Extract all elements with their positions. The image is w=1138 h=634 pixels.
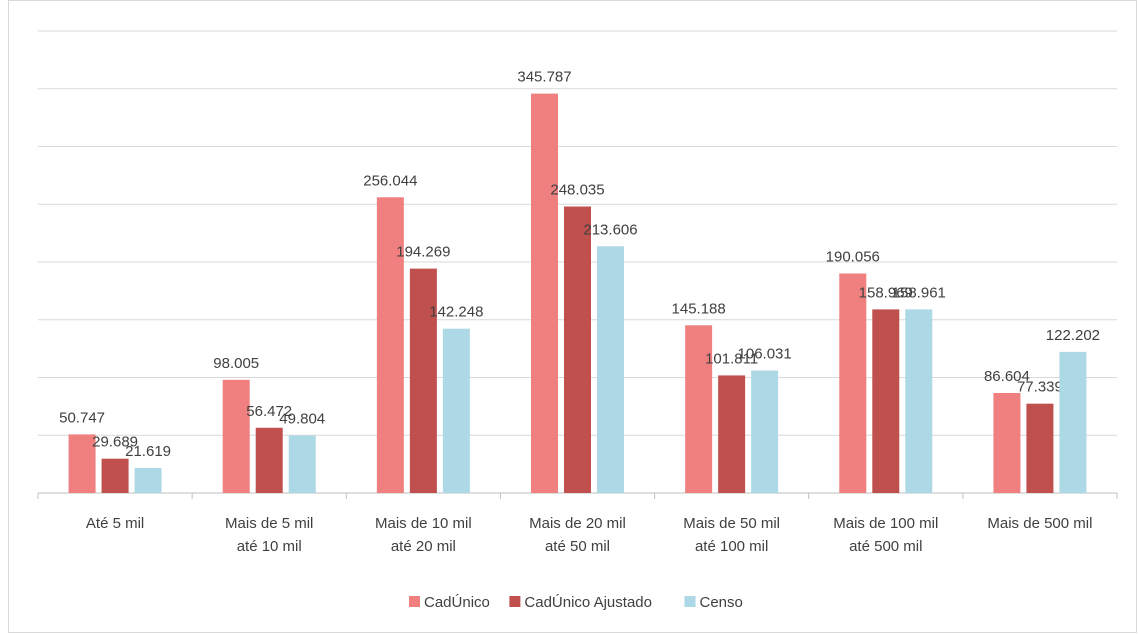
bar (718, 375, 746, 493)
value-label: 106.031 (738, 346, 792, 363)
x-tick-label-line: Mais de 10 mil (375, 515, 472, 532)
bar (839, 273, 867, 493)
value-label: 158.961 (892, 284, 946, 301)
bar (751, 370, 779, 493)
legend-label: Censo (700, 594, 743, 611)
value-label: 86.604 (984, 368, 1030, 385)
value-label: 50.747 (59, 409, 105, 426)
x-tick-label-line: até 10 mil (237, 538, 302, 555)
value-label: 49.804 (279, 410, 325, 427)
x-tick-label: Mais de 50 mil até 100 mil (683, 515, 780, 555)
value-label: 194.269 (396, 244, 450, 261)
x-tick-label-line: Mais de 5 mil (225, 515, 313, 532)
x-tick-label: Mais de 20 mil até 50 mil (529, 515, 626, 555)
legend-swatch (509, 596, 521, 607)
bar (409, 268, 437, 493)
legend-swatch (684, 596, 696, 607)
value-label: 98.005 (213, 355, 259, 372)
x-tick-label-line: até 20 mil (391, 538, 456, 555)
value-label: 248.035 (550, 182, 604, 199)
x-tick-label-line: Mais de 50 mil (683, 515, 780, 532)
x-tick-label-line: Até 5 mil (86, 515, 144, 532)
value-label: 21.619 (125, 443, 171, 460)
value-label: 56.472 (246, 403, 292, 420)
bar (597, 246, 624, 493)
bar (685, 325, 713, 493)
value-label: 145.188 (672, 300, 726, 317)
value-label: 345.787 (517, 69, 571, 86)
legend-label: CadÚnico Ajustado (524, 594, 652, 611)
value-label: 29.689 (92, 434, 138, 451)
value-label: 190.056 (826, 248, 880, 265)
bar (872, 309, 900, 493)
x-tick-label-line: até 50 mil (545, 538, 610, 555)
x-tick-label: Até 5 mil (86, 515, 144, 532)
value-label: 256.044 (363, 172, 417, 189)
value-label: 213.606 (583, 221, 637, 238)
x-tick-label: Mais de 5 mil até 10 mil (225, 515, 313, 555)
x-tick-label-line: até 100 mil (695, 538, 768, 555)
bar (288, 435, 316, 493)
value-label: 101.811 (705, 350, 758, 367)
bar (68, 434, 96, 493)
bar (531, 93, 558, 493)
bar (442, 328, 470, 493)
bar (564, 206, 591, 493)
x-tick-label-line: Mais de 20 mil (529, 515, 626, 532)
x-tick-label: Mais de 10 mil até 20 mil (375, 515, 472, 555)
bar (1026, 403, 1054, 493)
x-tick-label-line: Mais de 100 mil (833, 515, 938, 532)
value-label: 77.339 (1017, 379, 1063, 396)
value-label: 158.969 (859, 284, 913, 301)
value-label: 122.202 (1046, 327, 1100, 344)
legend-label: CadÚnico (424, 594, 490, 611)
bar (255, 427, 283, 493)
value-label: 142.248 (429, 304, 483, 321)
x-tick-label: Mais de 100 mil até 500 mil (833, 515, 938, 555)
bar (222, 379, 250, 493)
x-tick-label: Mais de 500 mil (987, 515, 1092, 532)
bar (1059, 351, 1087, 493)
x-tick-label-line: Mais de 500 mil (987, 515, 1092, 532)
bar (376, 197, 404, 494)
bar (101, 458, 129, 493)
bar (134, 468, 162, 493)
bar (993, 392, 1021, 493)
x-tick-label-line: até 500 mil (849, 538, 922, 555)
bar (905, 309, 933, 493)
legend-swatch (409, 596, 420, 607)
